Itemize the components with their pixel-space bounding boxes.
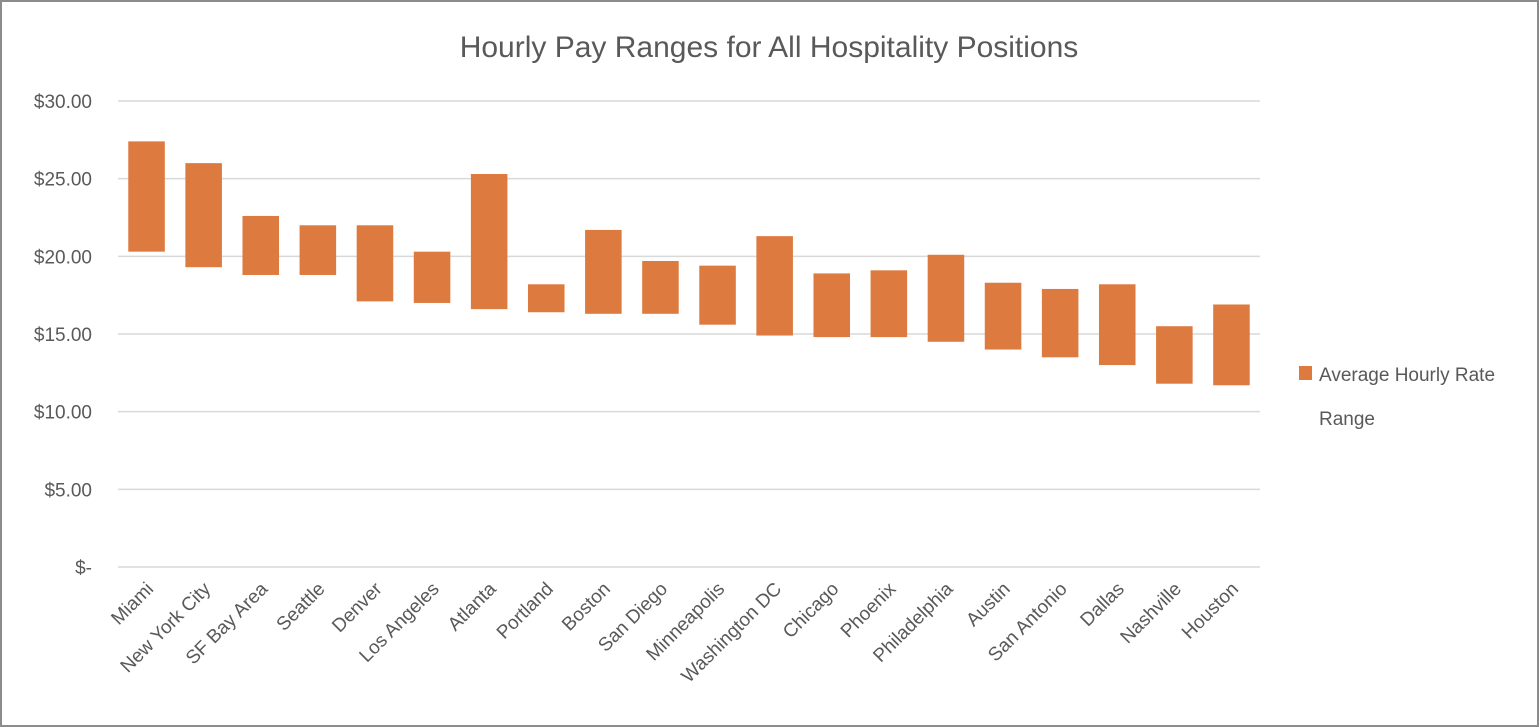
range-bar	[242, 215, 280, 275]
range-bar	[1098, 284, 1136, 366]
x-category-label: Nashville	[1117, 579, 1186, 648]
range-bar	[413, 251, 451, 303]
range-bar	[927, 254, 965, 342]
y-tick-label: $25.00	[34, 170, 92, 191]
range-bar	[185, 163, 222, 268]
x-category-label: Miami	[107, 579, 158, 630]
x-category-label: Dallas	[1077, 579, 1129, 631]
y-tick-label: $-	[75, 558, 92, 579]
range-bar	[299, 225, 337, 275]
legend-label-line-2: Range	[1319, 409, 1375, 430]
y-tick-label: $10.00	[34, 403, 92, 424]
x-category-label: Portland	[493, 579, 558, 644]
gridlines	[118, 100, 1260, 568]
y-tick-label: $30.00	[34, 92, 92, 113]
legend-label-line-1: Average Hourly Rate	[1319, 365, 1495, 386]
x-category-label: Houston	[1178, 579, 1243, 644]
range-bar	[984, 282, 1022, 350]
x-category-label: Austin	[962, 579, 1014, 631]
range-bar	[870, 270, 908, 338]
range-bar	[356, 225, 394, 302]
range-bar	[642, 260, 679, 314]
range-bar	[470, 174, 508, 310]
y-tick-label: $20.00	[34, 247, 92, 268]
legend-swatch	[1299, 366, 1312, 380]
range-bar	[128, 141, 165, 252]
y-tick-label: $15.00	[34, 325, 92, 346]
x-category-label: Boston	[558, 579, 615, 636]
range-bars	[128, 141, 1250, 386]
range-bar	[1156, 326, 1193, 384]
range-bar	[1041, 288, 1079, 358]
chart-title: Hourly Pay Ranges for All Hospitality Po…	[460, 31, 1079, 64]
x-category-label: Seattle	[273, 579, 330, 636]
y-axis-tick-labels: $- $5.00 $10.00 $15.00 $20.00 $25.00 $30.00	[34, 92, 92, 579]
legend: Average Hourly Rate Range	[1299, 365, 1495, 430]
y-tick-label: $5.00	[44, 480, 92, 501]
range-bar	[699, 265, 736, 325]
range-bar	[527, 284, 565, 313]
range-bar	[813, 273, 851, 338]
range-bar	[585, 229, 622, 314]
x-category-label: Chicago	[779, 579, 843, 643]
range-bar	[1213, 304, 1250, 386]
x-category-label: Atlanta	[444, 578, 501, 635]
range-bar	[756, 236, 793, 336]
x-category-label: Washington DC	[678, 579, 786, 687]
